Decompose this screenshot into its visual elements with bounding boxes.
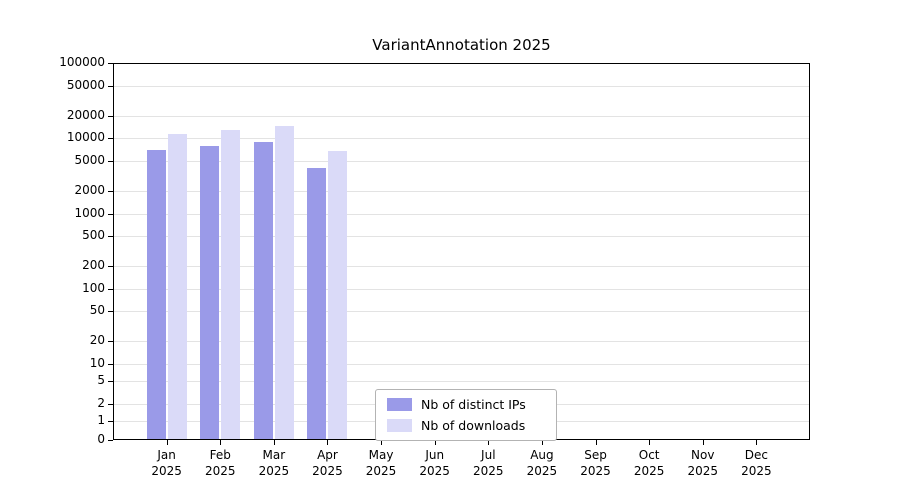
x-tick-label: Nov 2025 — [687, 448, 719, 478]
x-tick-label: Jan 2025 — [151, 448, 182, 478]
gridline — [113, 213, 810, 215]
y-tick-label: 1000 — [74, 205, 105, 220]
x-tick-mark — [488, 440, 490, 445]
y-tick-label: 10 — [89, 356, 105, 370]
y-tick-label: 10000 — [66, 130, 105, 145]
y-tick-label: 0 — [97, 432, 105, 446]
y-tick-label: 20 — [89, 333, 105, 348]
chart-title: VariantAnnotation 2025 — [372, 36, 551, 54]
y-tick-label: 5 — [97, 373, 105, 388]
y-tick-mark — [108, 190, 113, 192]
x-tick-mark — [434, 440, 436, 445]
legend-swatch-downloads — [387, 419, 412, 432]
y-tick-mark — [108, 236, 113, 238]
x-tick-label: Feb 2025 — [204, 448, 236, 478]
gridline — [113, 160, 810, 162]
gridline — [113, 236, 810, 238]
x-tick-label: Jul 2025 — [473, 448, 504, 478]
y-tick-label: 100 — [82, 280, 105, 295]
x-tick-mark — [220, 440, 222, 445]
gridline — [113, 341, 810, 343]
gridline — [113, 63, 810, 64]
bar-downloads — [167, 133, 187, 440]
x-tick-label: Dec 2025 — [741, 448, 772, 478]
legend-item-downloads: Nb of downloads — [387, 418, 545, 433]
x-tick-mark — [327, 440, 329, 445]
y-tick-mark — [108, 341, 113, 343]
y-tick-label: 2000 — [74, 182, 105, 197]
legend-swatch-distinct-ips — [387, 398, 412, 411]
x-tick-mark — [381, 440, 383, 445]
y-tick-label: 20000 — [66, 107, 105, 122]
y-tick-label: 1 — [97, 413, 105, 427]
x-tick-label: Apr 2025 — [312, 448, 343, 478]
gridline — [113, 381, 810, 383]
bar-downloads — [221, 130, 241, 440]
gridline — [113, 364, 810, 365]
y-tick-mark — [108, 364, 113, 365]
legend-label-distinct-ips: Nb of distinct IPs — [421, 397, 526, 412]
gridline — [113, 311, 810, 313]
y-tick-mark — [108, 421, 113, 422]
gridline — [113, 190, 810, 192]
plot-area: Nb of distinct IPs Nb of downloads — [113, 63, 810, 441]
y-tick-label: 2 — [97, 395, 105, 410]
bar-distinct-ips — [200, 146, 220, 440]
legend: Nb of distinct IPs Nb of downloads — [375, 389, 557, 441]
x-tick-label: Mar 2025 — [258, 448, 290, 478]
y-tick-label: 50000 — [66, 77, 105, 92]
y-tick-mark — [108, 440, 113, 441]
x-tick-mark — [273, 440, 275, 445]
bar-downloads — [328, 150, 348, 440]
x-tick-mark — [702, 440, 704, 445]
x-tick-mark — [541, 440, 543, 445]
y-tick-label: 500 — [82, 228, 105, 243]
y-tick-label: 100000 — [59, 55, 105, 69]
legend-label-downloads: Nb of downloads — [421, 418, 526, 433]
x-tick-label: May 2025 — [365, 448, 397, 478]
y-tick-mark — [108, 63, 113, 64]
y-tick-mark — [108, 381, 113, 383]
x-tick-label: Aug 2025 — [526, 448, 558, 478]
y-tick-label: 200 — [82, 258, 105, 273]
x-tick-mark — [595, 440, 597, 445]
gridline — [113, 266, 810, 268]
x-tick-label: Jun 2025 — [419, 448, 450, 478]
y-tick-mark — [108, 311, 113, 313]
bar-distinct-ips — [307, 168, 327, 440]
gridline — [113, 288, 810, 290]
bar-distinct-ips — [146, 149, 166, 440]
x-tick-mark — [649, 440, 651, 445]
y-tick-mark — [108, 266, 113, 268]
y-tick-mark — [108, 288, 113, 290]
y-tick-label: 50 — [89, 303, 105, 318]
x-tick-mark — [166, 440, 168, 445]
y-tick-mark — [108, 213, 113, 215]
y-tick-label: 5000 — [74, 152, 105, 167]
gridline — [113, 85, 810, 87]
y-tick-mark — [108, 138, 113, 140]
x-tick-mark — [756, 440, 758, 445]
bar-downloads — [274, 126, 294, 440]
x-tick-label: Oct 2025 — [633, 448, 665, 478]
gridline — [113, 138, 810, 140]
y-tick-mark — [108, 115, 113, 117]
y-tick-mark — [108, 403, 113, 405]
legend-item-distinct-ips: Nb of distinct IPs — [387, 397, 545, 412]
bar-distinct-ips — [253, 142, 273, 440]
gridline — [113, 115, 810, 117]
y-tick-mark — [108, 160, 113, 162]
x-tick-label: Sep 2025 — [580, 448, 611, 478]
y-tick-mark — [108, 85, 113, 87]
